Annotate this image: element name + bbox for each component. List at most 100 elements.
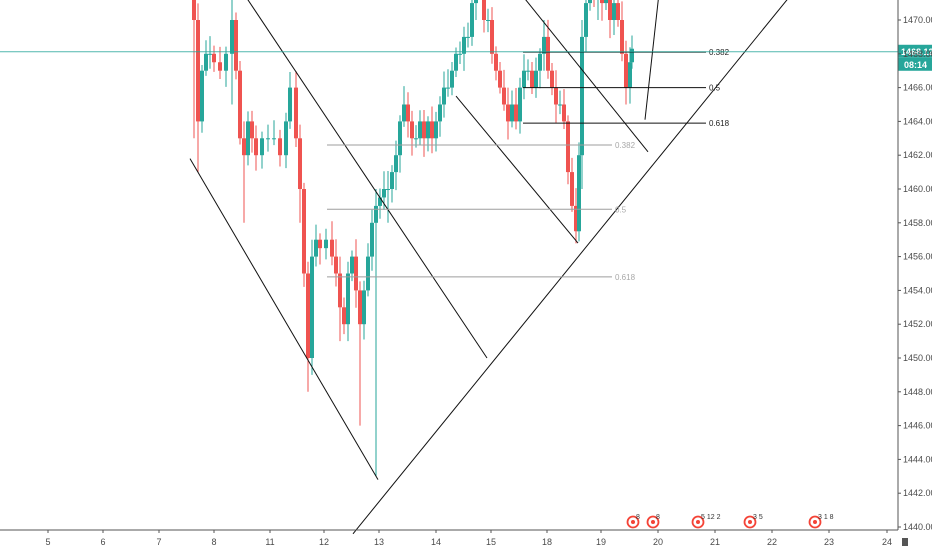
event-label: 8 bbox=[636, 514, 640, 521]
candle-body bbox=[446, 87, 450, 89]
candle bbox=[230, 0, 234, 105]
countdown-tag bbox=[898, 57, 932, 71]
candle-body bbox=[238, 70, 242, 139]
current-price-line: 1468.12 08:14 bbox=[0, 44, 932, 71]
candle-body bbox=[454, 53, 458, 71]
candle-body bbox=[212, 53, 216, 63]
event-icon-dot bbox=[631, 520, 635, 524]
candle-body bbox=[192, 0, 196, 20]
candle-body bbox=[450, 70, 454, 88]
candle-body bbox=[294, 87, 298, 139]
candle bbox=[260, 131, 264, 169]
candle bbox=[394, 140, 398, 191]
candle bbox=[402, 86, 406, 127]
candle bbox=[577, 142, 581, 242]
candle bbox=[238, 60, 242, 145]
candle-body bbox=[260, 138, 264, 156]
candle bbox=[272, 120, 276, 146]
candle-body bbox=[218, 62, 222, 71]
candle bbox=[374, 189, 378, 477]
event-marker[interactable]: 8 bbox=[646, 514, 661, 529]
current-price-tag bbox=[898, 44, 932, 58]
event-markers[interactable]: 8 8 5 12 2 3 5 3 1 8 bbox=[626, 514, 834, 529]
candle-body bbox=[390, 172, 394, 189]
candle bbox=[474, 0, 478, 20]
candle bbox=[506, 87, 510, 140]
candle bbox=[250, 110, 254, 153]
candle-body bbox=[250, 121, 254, 139]
y-tick-label: 1452.00 bbox=[903, 319, 932, 329]
channel-left-upper bbox=[247, 0, 488, 359]
candle-body bbox=[410, 121, 414, 139]
candle bbox=[386, 171, 390, 223]
candle-body bbox=[604, 0, 608, 4]
candle-body bbox=[616, 3, 620, 20]
candle bbox=[454, 47, 458, 77]
y-tick-label: 1456.00 bbox=[903, 252, 932, 262]
candle-body bbox=[588, 0, 592, 4]
candle-body bbox=[330, 239, 334, 257]
candle-body bbox=[310, 256, 314, 358]
candle-body bbox=[526, 70, 530, 72]
x-tick-label: 14 bbox=[431, 537, 441, 547]
candle bbox=[482, 0, 486, 33]
x-tick-label: 12 bbox=[319, 537, 329, 547]
rising-trendline bbox=[352, 0, 788, 535]
candle bbox=[534, 57, 538, 98]
candle-body bbox=[546, 36, 550, 71]
candle bbox=[234, 12, 238, 80]
candle-body bbox=[362, 290, 366, 325]
channel-left-lower bbox=[189, 158, 379, 480]
event-icon-dot bbox=[813, 520, 817, 524]
candle-body bbox=[278, 138, 282, 156]
candle-body bbox=[204, 53, 208, 71]
candle-body bbox=[254, 138, 258, 156]
candle-body bbox=[430, 121, 434, 139]
candle bbox=[624, 40, 628, 105]
candle-body bbox=[612, 3, 616, 20]
x-tick-label: 19 bbox=[596, 537, 606, 547]
candle-body bbox=[518, 87, 522, 122]
candle bbox=[620, 1, 624, 62]
candles bbox=[192, 0, 634, 477]
candle-body bbox=[288, 87, 292, 122]
drawings bbox=[189, 0, 788, 535]
candle-body bbox=[422, 121, 426, 139]
candle-body bbox=[382, 189, 386, 198]
channel-right-upper bbox=[525, 0, 649, 153]
candle bbox=[518, 77, 522, 134]
event-label: 3 1 8 bbox=[818, 514, 834, 521]
y-tick-label: 1442.00 bbox=[903, 488, 932, 498]
candle bbox=[450, 61, 454, 96]
candle bbox=[298, 124, 302, 223]
event-marker[interactable]: 3 5 bbox=[743, 514, 763, 529]
x-tick-label: 11 bbox=[265, 537, 274, 547]
candle-body bbox=[200, 70, 204, 122]
fib-label: 0.5 bbox=[709, 84, 721, 93]
candle-body bbox=[338, 273, 342, 308]
event-marker[interactable]: 5 12 2 bbox=[691, 514, 721, 529]
candle bbox=[362, 280, 366, 340]
y-tick-label: 1470.00 bbox=[903, 15, 932, 25]
candle bbox=[204, 40, 208, 76]
candle-body bbox=[490, 20, 494, 54]
event-icon-dot bbox=[651, 520, 655, 524]
candle bbox=[554, 70, 558, 123]
candle-body bbox=[398, 121, 402, 156]
candle-body bbox=[608, 0, 612, 21]
candle-body bbox=[350, 256, 354, 274]
x-tick-label: 24 bbox=[882, 537, 892, 547]
candle-body bbox=[242, 138, 246, 156]
candle-body bbox=[624, 53, 628, 88]
candle bbox=[318, 233, 322, 265]
candle bbox=[406, 92, 410, 138]
candle-body bbox=[434, 121, 438, 139]
event-marker[interactable]: 3 1 8 bbox=[808, 514, 834, 529]
event-marker[interactable]: 8 bbox=[626, 514, 641, 529]
candle bbox=[600, 0, 604, 21]
candle bbox=[414, 125, 418, 148]
x-tick-label: 6 bbox=[100, 537, 105, 547]
candle-body bbox=[534, 70, 538, 88]
y-tick-label: 1468.00 bbox=[903, 49, 932, 59]
